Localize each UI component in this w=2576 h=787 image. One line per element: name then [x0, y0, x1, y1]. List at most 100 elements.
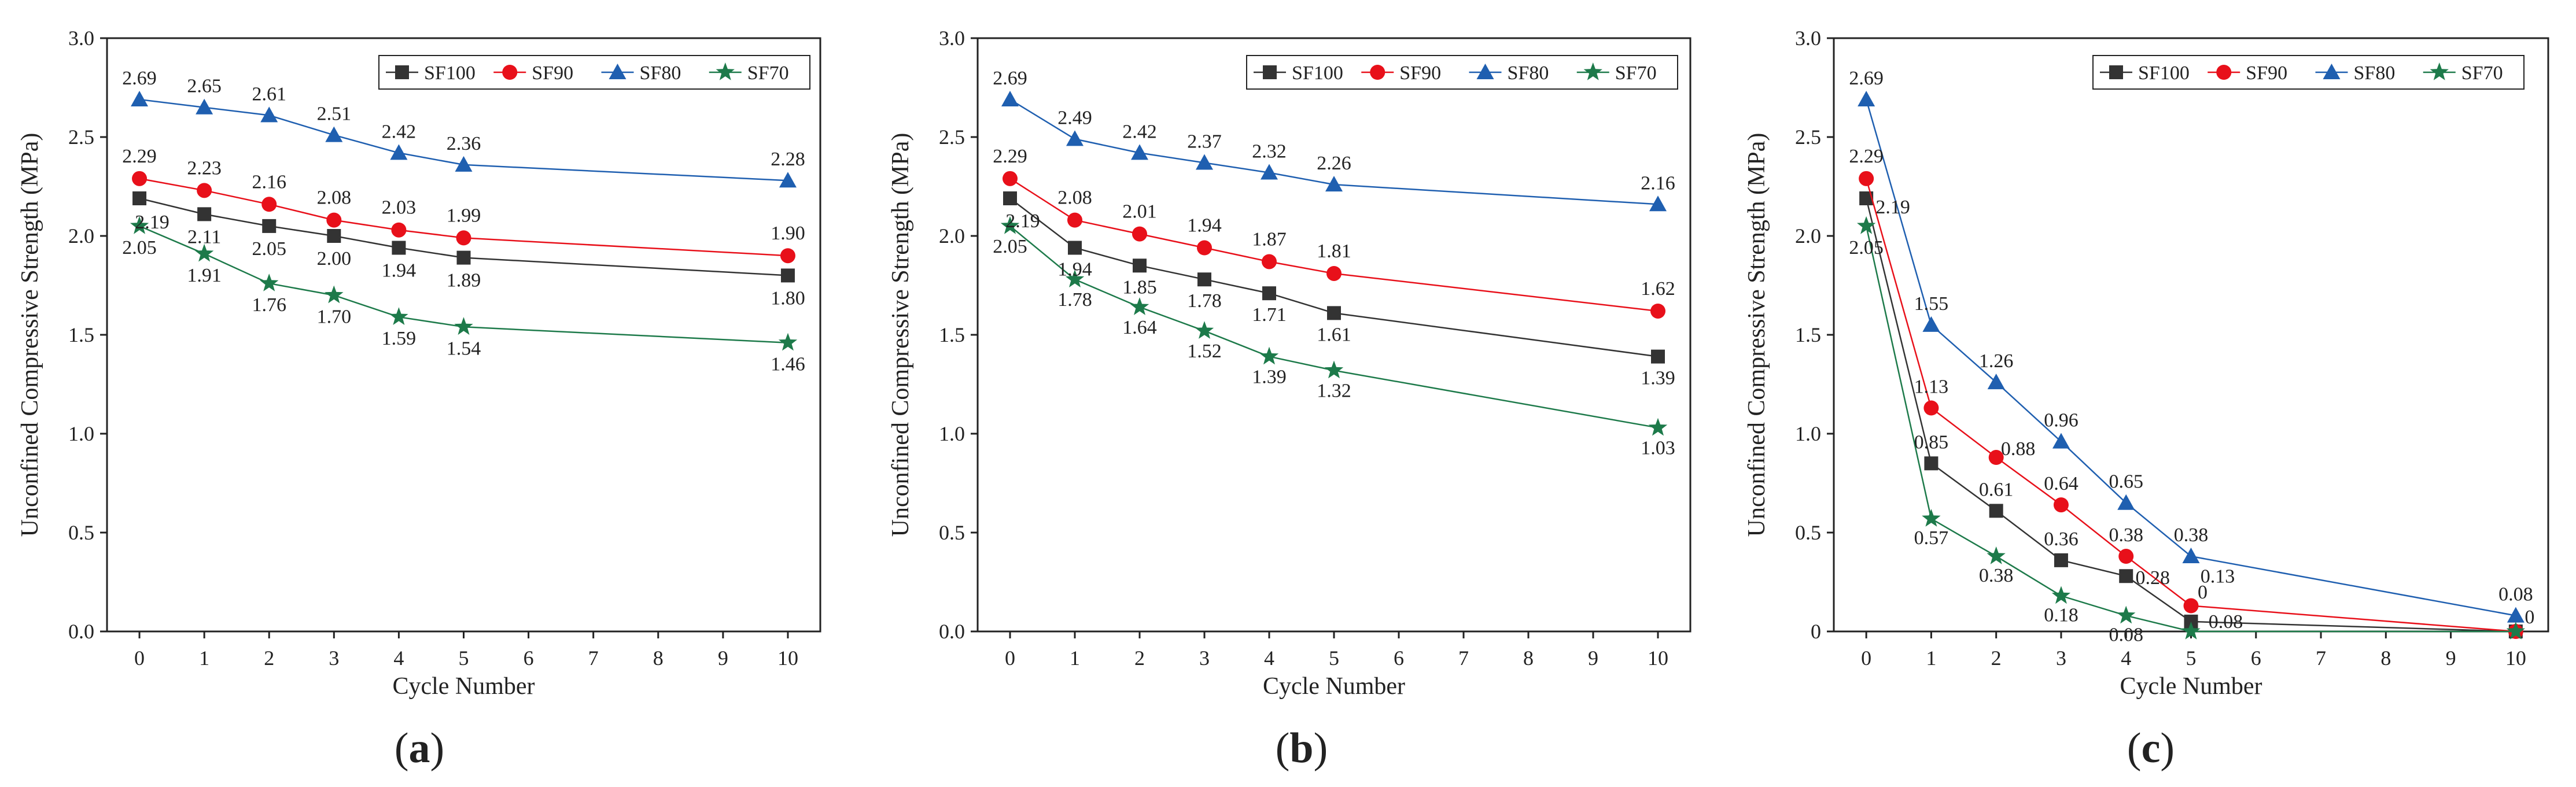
data-point-sf80 [325, 126, 343, 142]
data-point-sf70 [1324, 360, 1344, 379]
data-label-sf70: 0.08 [2109, 625, 2143, 646]
data-label-sf70: 1.78 [1057, 289, 1092, 311]
data-point-sf90 [780, 248, 795, 264]
data-label-sf100: 0 [2198, 582, 2208, 603]
data-point-sf70 [1922, 509, 1941, 527]
data-point-sf100 [197, 207, 212, 221]
data-label-sf80: 2.49 [1057, 107, 1092, 128]
data-point-sf90 [456, 230, 471, 246]
legend-marker-sf70 [2430, 62, 2449, 80]
x-tick-label: 9 [718, 646, 728, 670]
chart-panel-b: 0 1 2 3 4 5 6 7 8 9 10 0.0 0.5 1.0 1.5 2.0 2.5 3.0 Cycle N… [887, 27, 1691, 772]
chart-panel-a: 0 1 2 3 4 5 6 7 8 9 10 0.0 0.5 1.0 1.5 2.0 2.5 3.0 Cycle N… [17, 27, 821, 772]
x-tick-label: 4 [1264, 646, 1274, 670]
y-tick-label: 2.0 [939, 224, 965, 247]
data-point-sf90 [1650, 303, 1665, 319]
data-label-sf100: 1.85 [1122, 276, 1157, 298]
data-point-sf80 [1131, 144, 1148, 160]
data-point-sf100 [2119, 569, 2133, 583]
x-tick-label: 9 [1588, 646, 1598, 670]
data-label-sf100: 1.94 [382, 260, 417, 282]
y-tick-label: 3.0 [1795, 27, 1821, 50]
data-label-sf90: 1.94 [1187, 215, 1222, 237]
data-point-sf70 [260, 274, 279, 291]
data-point-sf70 [1259, 346, 1279, 365]
data-point-sf70 [2506, 622, 2525, 640]
data-point-sf70 [325, 285, 344, 304]
data-point-sf90 [1003, 171, 1018, 186]
data-label-sf70: 2.05 [993, 236, 1027, 257]
data-point-sf90 [1923, 400, 1939, 416]
x-tick-label: 1 [1070, 646, 1080, 670]
data-point-sf70 [454, 317, 473, 335]
x-tick-label: 6 [1394, 646, 1404, 670]
data-point-sf100 [1327, 306, 1341, 320]
y-tick-label: 0.0 [939, 620, 965, 643]
data-point-sf100 [262, 219, 277, 233]
data-label-sf80: 2.61 [252, 83, 286, 105]
data-point-sf90 [1067, 212, 1082, 228]
y-axis-title: Unconfined Compressive Strength (MPa) [17, 133, 43, 537]
data-point-sf100 [1924, 456, 1939, 471]
x-tick-label: 10 [777, 646, 798, 670]
data-point-sf70 [2051, 586, 2071, 604]
data-label-sf100: 2.19 [1005, 210, 1040, 232]
data-label-sf70: 0.18 [2044, 604, 2079, 626]
data-point-sf80 [2182, 548, 2200, 564]
y-tick-label: 2.5 [939, 125, 965, 149]
data-label-sf70: 2.05 [122, 237, 157, 258]
data-point-sf80 [2052, 433, 2070, 449]
data-label-sf100: 2.00 [317, 248, 352, 269]
data-point-sf70 [1000, 216, 1020, 234]
legend-marker-sf90 [502, 65, 518, 80]
legend-label-sf90: SF90 [532, 62, 573, 84]
data-label-sf90: 0.13 [2201, 566, 2235, 588]
data-label-sf100: 1.80 [771, 287, 805, 309]
x-tick-label: 5 [1329, 646, 1339, 670]
data-point-sf90 [326, 212, 342, 228]
data-point-sf80 [260, 106, 278, 123]
data-label-sf80: 0.96 [2044, 410, 2079, 431]
x-tick-label: 8 [1523, 646, 1534, 670]
legend-label-sf100: SF100 [2138, 62, 2190, 84]
data-label-sf80: 1.55 [1914, 293, 1949, 315]
legend-label-sf70: SF70 [2461, 62, 2503, 84]
data-point-sf70 [778, 332, 798, 351]
data-label-sf90: 2.29 [1849, 146, 1884, 167]
data-label-sf70: 2.05 [1849, 237, 1884, 258]
x-tick-label: 0 [1005, 646, 1015, 670]
data-label-sf80: 0.08 [2498, 584, 2533, 605]
y-tick-label: 0.0 [68, 620, 94, 643]
data-label-sf90: 2.16 [252, 171, 286, 193]
x-tick-label: 3 [2056, 646, 2066, 670]
x-tick-label: 9 [2446, 646, 2456, 670]
data-label-sf80: 2.69 [122, 68, 157, 89]
data-label-sf100: 1.61 [1317, 324, 1351, 345]
legend-label-sf80: SF80 [1508, 62, 1549, 84]
data-label-sf70: 1.54 [447, 338, 481, 359]
y-tick-label: 3.0 [939, 27, 965, 50]
data-label-sf100: 2.19 [1875, 197, 1910, 218]
data-point-sf80 [455, 156, 473, 172]
data-label-sf70: 0.08 [2209, 611, 2243, 633]
data-point-sf90 [2053, 497, 2069, 513]
data-point-sf100 [392, 241, 406, 255]
data-point-sf90 [1262, 254, 1277, 269]
data-point-sf70 [1857, 216, 1876, 234]
y-axis-title: Unconfined Compressive Strength (MPa) [1744, 133, 1770, 537]
y-tick-label: 2.0 [1795, 224, 1821, 247]
data-point-sf80 [1987, 374, 2005, 390]
y-tick-label: 1.5 [68, 323, 94, 346]
data-label-sf70: 1.52 [1187, 341, 1222, 362]
data-label-sf70: 1.91 [187, 265, 222, 286]
legend-marker-sf90 [2216, 65, 2232, 80]
y-tick-label: 1.5 [1795, 323, 1821, 346]
data-label-sf70: 1.70 [317, 306, 352, 328]
data-point-sf80 [2117, 494, 2135, 510]
chart-panel-c: 0 1 2 3 4 5 6 7 8 9 10 0 0.5 1.0 1.5 2.0 2.5 3.0 Cycle Num… [1744, 27, 2549, 772]
data-point-sf100 [132, 191, 147, 206]
data-point-sf70 [2117, 605, 2136, 624]
panel-label: (c) [2127, 725, 2175, 772]
data-label-sf70: 1.59 [382, 328, 417, 349]
